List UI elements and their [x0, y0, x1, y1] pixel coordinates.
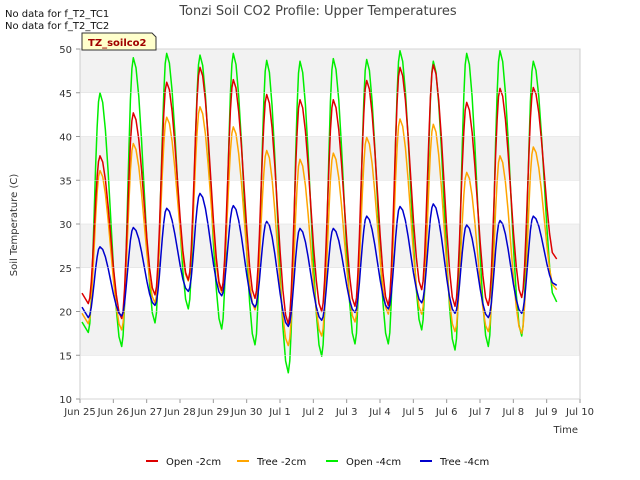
x-tick-label: Jun 28 [163, 407, 196, 418]
series-line-open-2cm [81, 63, 558, 325]
chart-title: Tonzi Soil CO2 Profile: Upper Temperatur… [178, 4, 457, 19]
no-data-note-2: No data for f_T2_TC2 [5, 21, 109, 32]
x-tick-label: Jun 26 [97, 407, 130, 418]
y-tick-label: 35 [59, 176, 72, 187]
x-axis-title: Time [553, 425, 578, 436]
x-tick-label: Jul 3 [335, 407, 358, 418]
y-tick-label: 10 [59, 395, 72, 406]
x-tick-label: Jul 6 [435, 407, 458, 418]
series-line-tree-4cm [81, 192, 558, 328]
x-tick-label: Jun 25 [63, 407, 96, 418]
site-badge-box [81, 32, 157, 51]
y-tick-label: 40 [59, 133, 72, 144]
grid-band [80, 311, 580, 356]
x-tick-label: Jul 8 [502, 407, 525, 418]
x-axis: Jun 25 Jun 26 Jun 27 Jun 28 Jun 29 Jun 30 Jul … [63, 399, 594, 418]
x-tick-label: Jul 4 [368, 407, 391, 418]
y-axis-title: Soil Temperature (C) [9, 174, 20, 277]
x-tick-label: Jul 1 [268, 407, 291, 418]
y-tick-label: 30 [59, 220, 72, 231]
site-badge-label: TZ_soilco2 [88, 38, 147, 49]
no-data-note-1: No data for f_T2_TC1 [5, 9, 109, 20]
x-tick-label: Jul 5 [402, 407, 425, 418]
y-tick-label: 45 [59, 89, 72, 100]
legend-label: Open -4cm [346, 457, 401, 468]
grid-band [80, 49, 580, 93]
x-tick-label: Jul 9 [535, 407, 558, 418]
y-axis: 10 15 20 25 30 35 40 45 50 [59, 45, 580, 406]
x-tick-label: Jul 10 [565, 407, 594, 418]
site-badge: TZ_soilco2 [81, 32, 157, 51]
x-tick-label: Jun 30 [230, 407, 263, 418]
legend: Open -2cm Tree -2cm Open -4cm Tree -4cm [146, 457, 489, 468]
y-tick-label: 25 [59, 264, 72, 275]
y-tick-label: 15 [59, 351, 72, 362]
x-tick-label: Jul 7 [468, 407, 491, 418]
series-layer [81, 50, 558, 374]
legend-label: Open -2cm [166, 457, 221, 468]
y-tick-label: 20 [59, 308, 72, 319]
legend-label: Tree -4cm [439, 457, 489, 468]
x-tick-label: Jul 2 [302, 407, 325, 418]
series-line-tree-2cm [81, 106, 558, 347]
legend-label: Tree -2cm [256, 457, 306, 468]
y-tick-label: 50 [59, 45, 72, 56]
x-tick-label: Jun 27 [130, 407, 163, 418]
x-tick-label: Jun 29 [197, 407, 230, 418]
